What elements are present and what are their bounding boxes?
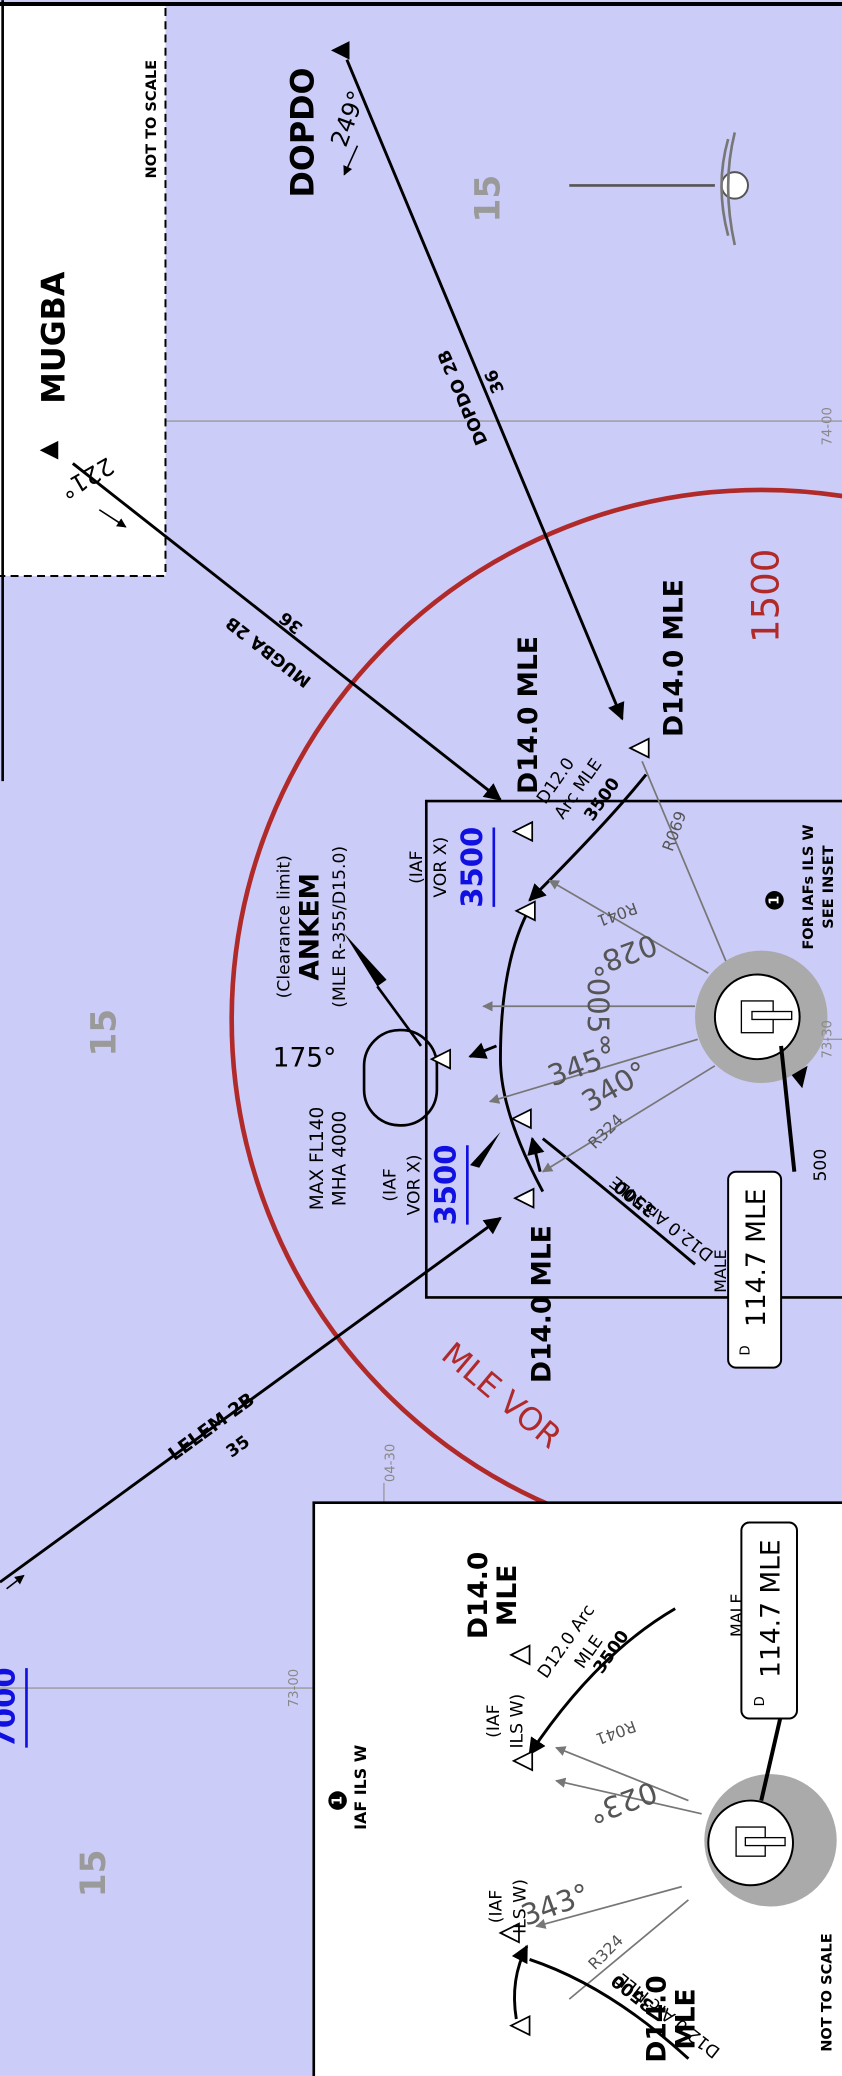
- note: FOR IAFs ILS W: [800, 824, 817, 949]
- holding-course: 175°: [273, 1043, 337, 1074]
- fix-label: MLE: [492, 1565, 523, 1626]
- iaf-label: ILS W): [508, 1694, 528, 1749]
- grid-label: 73-00: [287, 1669, 302, 1707]
- note: SEE INSET: [820, 845, 837, 928]
- altitude: 7000: [0, 1667, 22, 1748]
- iaf-label: (IAF: [407, 850, 427, 883]
- holding-max: MAX FL140: [307, 1107, 328, 1211]
- iaf-label: VOR X): [404, 1154, 424, 1215]
- note-marker: 1: [767, 896, 782, 905]
- fix-label: D14.0 MLE: [659, 579, 690, 737]
- navaid-frequency: 114.7 MLE: [755, 1539, 786, 1678]
- inset-title: IAF ILS W: [351, 1744, 370, 1830]
- course: 005°: [581, 978, 615, 1048]
- scale-note: NOT TO SCALE: [818, 1933, 835, 2052]
- fix-name: DOPDO: [285, 67, 321, 197]
- fix-label: D14.0: [641, 1975, 672, 2062]
- iaf-label: VOR X): [431, 837, 451, 898]
- clearance-ref: (MLE R-355/D15.0): [330, 846, 350, 1008]
- iaf-label: (IAF: [381, 1168, 401, 1201]
- iaf-altitude: 3500: [455, 827, 489, 908]
- grid-label: 73-30: [820, 1020, 835, 1058]
- fix-label: MLE: [671, 1988, 702, 2049]
- sector-label: 15: [74, 1849, 114, 1897]
- grid-label: 74-00: [820, 407, 835, 445]
- navaid-frequency: 114.7 MLE: [741, 1189, 772, 1328]
- iaf-altitude: 3500: [428, 1144, 462, 1225]
- approach-chart: NOT TO SCALE MUGBA 221° MUGBA 2B 36 DOPD…: [0, 0, 842, 2076]
- fix-label: D14.0 MLE: [513, 636, 544, 794]
- holding-mha: MHA 4000: [330, 1111, 351, 1207]
- navaid-name: MALE: [727, 1594, 746, 1637]
- scale-note: NOT TO SCALE: [143, 60, 160, 178]
- fix-label: D14.0: [463, 1552, 494, 1639]
- iaf-label: (IAF: [484, 1704, 504, 1737]
- sector-label: 15: [468, 175, 508, 223]
- navaid-dme: D: [753, 1696, 768, 1706]
- clearance-fix: ANKEM: [295, 873, 326, 981]
- note-marker: 1: [331, 1796, 346, 1805]
- sector-label: 15: [84, 1009, 124, 1057]
- min-altitude: 500: [811, 1149, 831, 1182]
- fix-name: MUGBA: [37, 271, 73, 404]
- navaid-dme: D: [738, 1345, 753, 1355]
- clearance-note: (Clearance limit): [275, 855, 295, 998]
- fix-label: D14.0 MLE: [526, 1225, 557, 1383]
- grid-label: 04-30: [384, 1444, 399, 1482]
- iaf-label: (IAF: [486, 1890, 506, 1923]
- ring-altitude: 1500: [744, 549, 787, 643]
